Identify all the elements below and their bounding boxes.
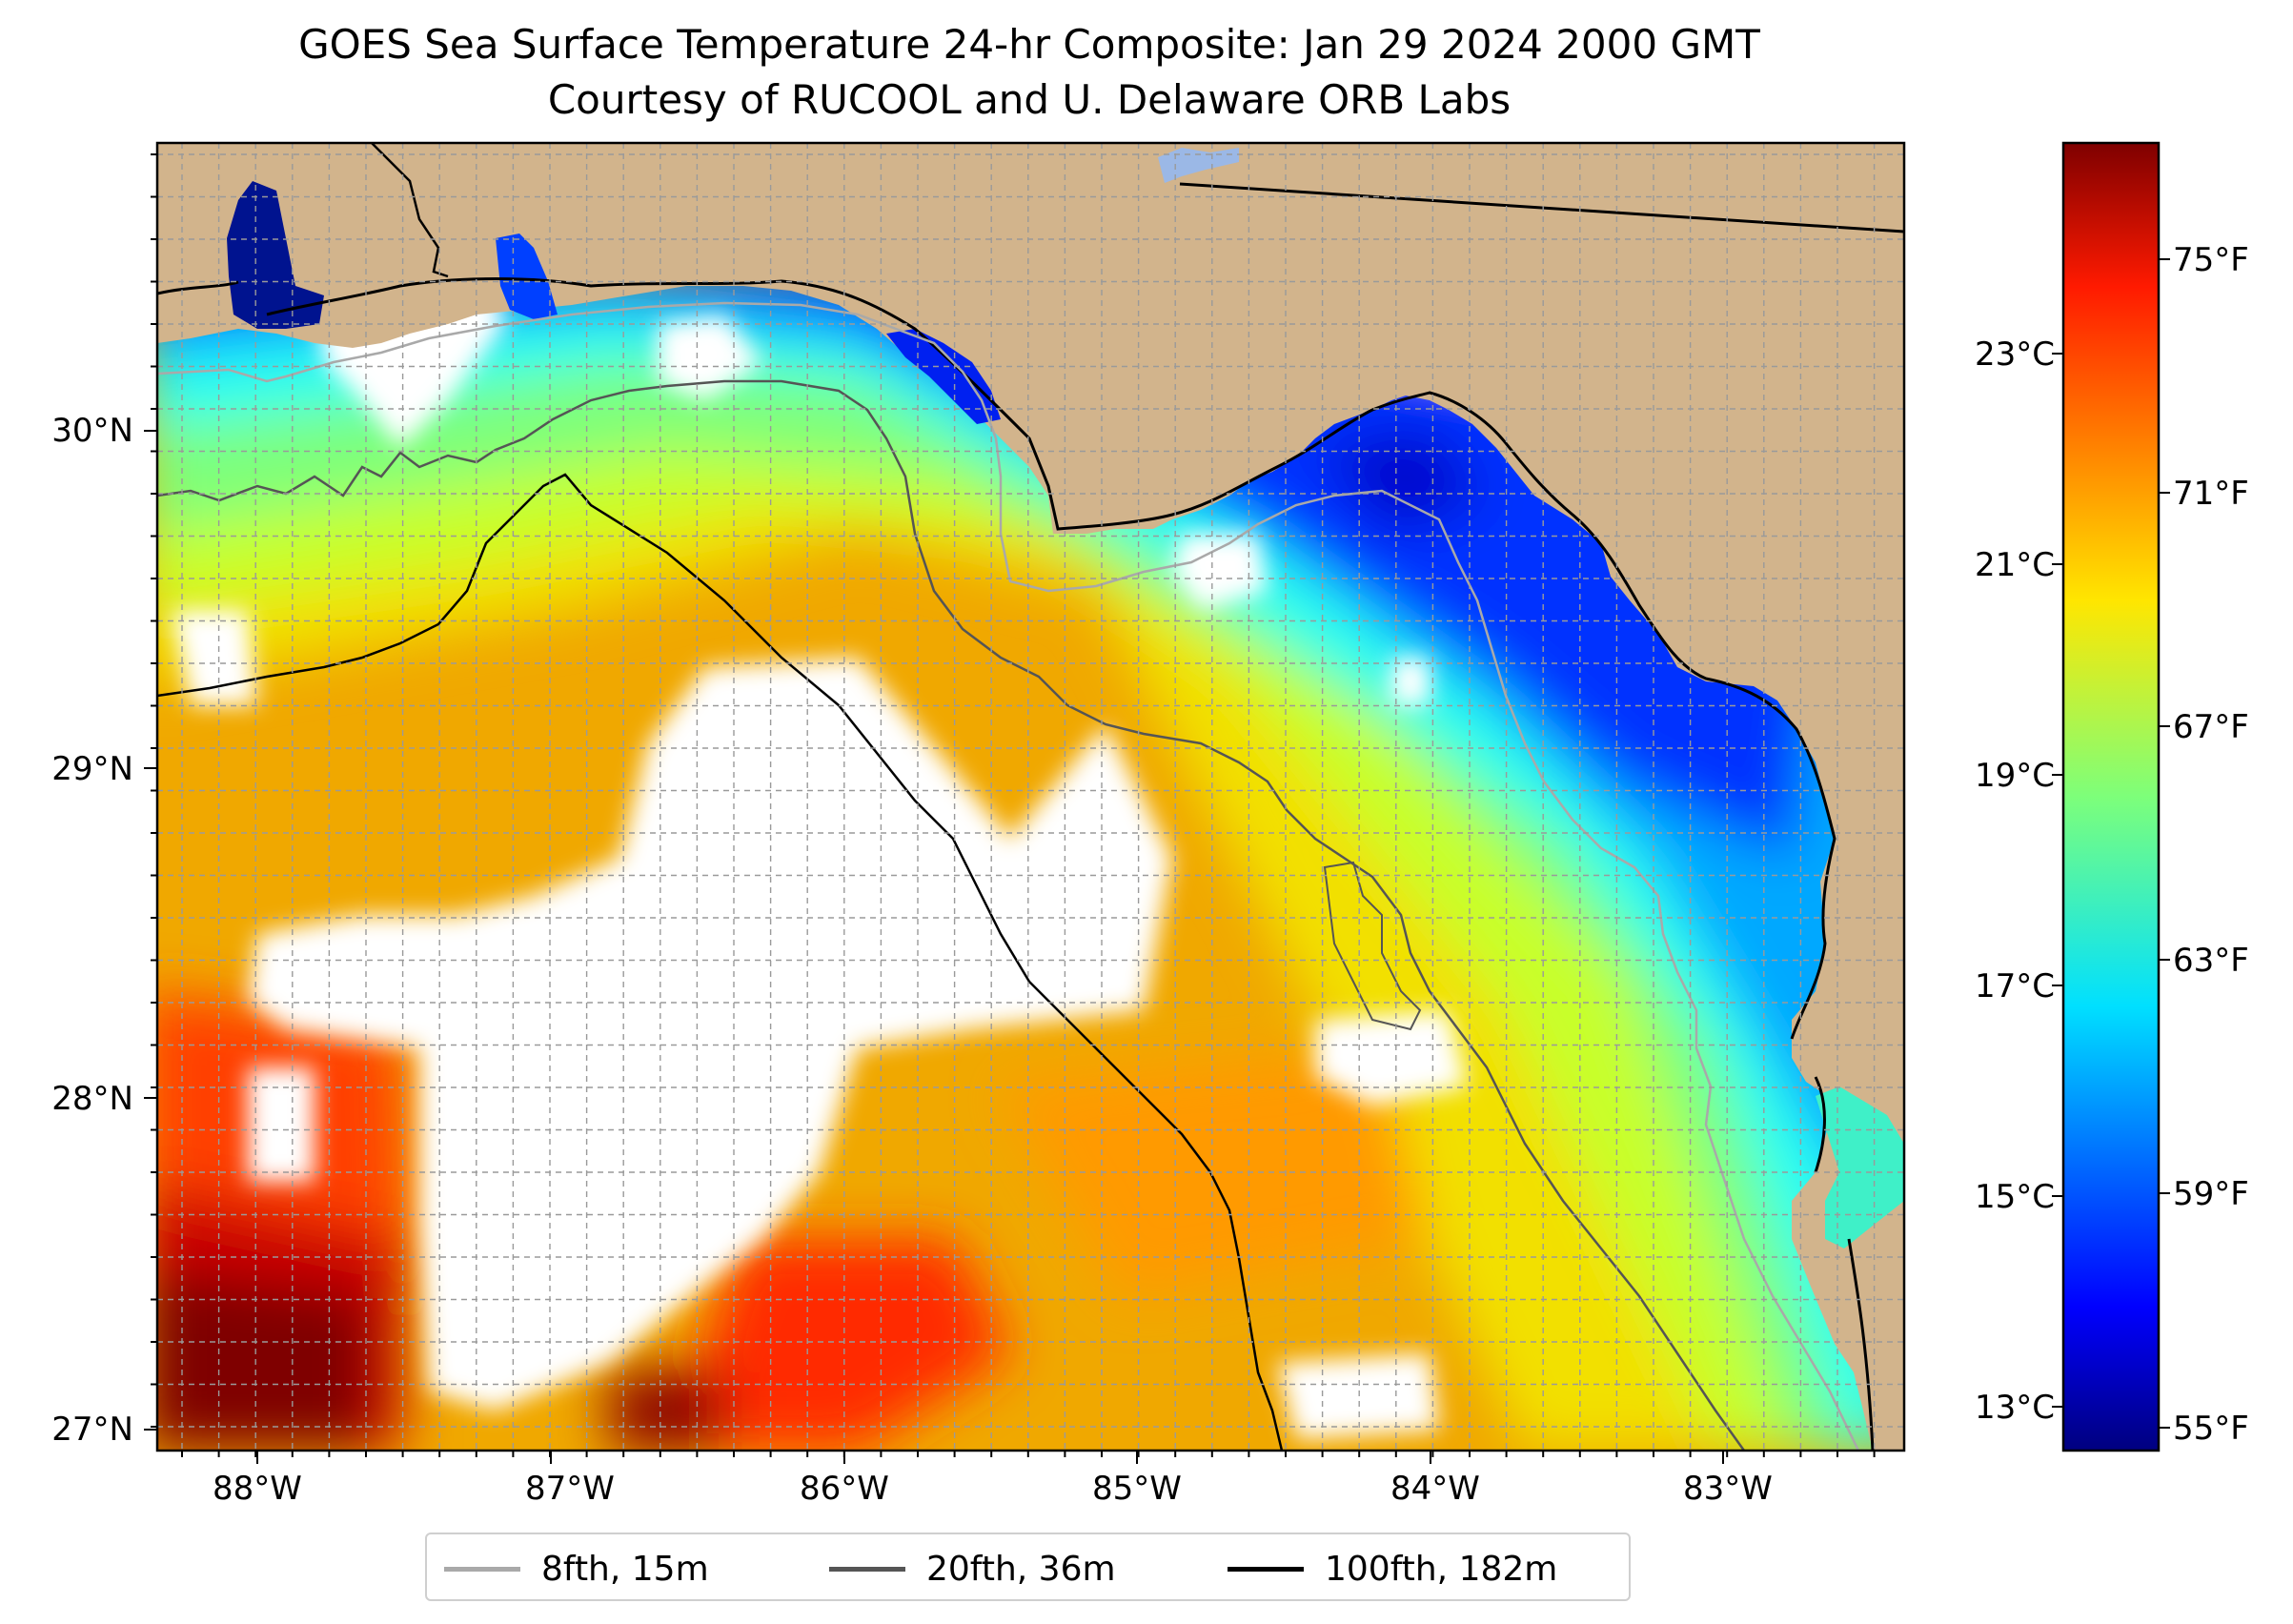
legend-item-100fth: 100fth, 182m	[1228, 1534, 1557, 1603]
legend-item-20fth: 20fth, 36m	[829, 1534, 1116, 1603]
land-mass	[157, 143, 1904, 1451]
lat-tick-label: 27°N	[51, 1411, 133, 1449]
colorbar-fahrenheit-label: 59°F	[2173, 1175, 2249, 1213]
map-frame	[155, 141, 1906, 1452]
choctawhatchee-bay	[886, 329, 1001, 424]
lon-tick-label: 83°W	[1683, 1470, 1773, 1508]
chart-title: GOES Sea Surface Temperature 24-hr Compo…	[298, 21, 1760, 68]
colorbar-ticks	[2052, 258, 2170, 1429]
lat-tick-label: 30°N	[51, 412, 133, 450]
tampa-bay	[1816, 1086, 1904, 1248]
map-area	[157, 143, 1904, 1451]
colorbar-celsius-label: 19°C	[1974, 757, 2055, 795]
colorbar-fahrenheit-label: 67°F	[2173, 708, 2249, 746]
colorbar-celsius-label: 15°C	[1974, 1178, 2055, 1216]
legend-label: 100fth, 182m	[1325, 1549, 1558, 1589]
legend-label: 8fth, 15m	[541, 1549, 709, 1589]
colorbar-celsius-label: 23°C	[1974, 335, 2055, 374]
isobath-20fth	[157, 379, 1746, 1451]
legend-label: 20fth, 36m	[926, 1549, 1116, 1589]
lon-tick-label: 88°W	[213, 1470, 302, 1508]
isobath-100fth	[157, 473, 1284, 1451]
legend-item-8fth: 8fth, 15m	[444, 1534, 709, 1603]
pensacola-bay	[496, 233, 558, 319]
lon-tick-label: 85°W	[1092, 1470, 1182, 1508]
isobath-20fth-island	[1323, 861, 1422, 1031]
legend-swatch-light-gray	[444, 1566, 520, 1572]
legend-swatch-dark-gray	[829, 1566, 905, 1572]
legend-swatch-black	[1228, 1566, 1304, 1572]
state-border-al-fl	[1179, 182, 1904, 233]
mobile-bay	[227, 181, 324, 329]
isobath-8fth	[157, 301, 1860, 1451]
map-gridlines	[157, 143, 1904, 1451]
colorbar-fahrenheit-label: 55°F	[2173, 1410, 2249, 1448]
lon-tick-label: 86°W	[800, 1470, 889, 1508]
colorbar-celsius-label: 21°C	[1974, 546, 2055, 584]
isobath-legend: 8fth, 15m 20fth, 36m 100fth, 182m	[425, 1533, 1631, 1601]
colorbar-fahrenheit-label: 63°F	[2173, 942, 2249, 980]
state-border-al-ms	[371, 143, 449, 278]
chart-subtitle: Courtesy of RUCOOL and U. Delaware ORB L…	[547, 76, 1512, 123]
colorbar-celsius-label: 13°C	[1974, 1389, 2055, 1427]
colorbar	[2061, 141, 2161, 1452]
lon-tick-label: 87°W	[525, 1470, 615, 1508]
lat-tick-label: 28°N	[51, 1080, 133, 1118]
map-axis-ticks	[144, 153, 1876, 1464]
colorbar-fahrenheit-label: 75°F	[2173, 241, 2249, 279]
colorbar-celsius-label: 17°C	[1974, 967, 2055, 1005]
colorbar-fahrenheit-label: 71°F	[2173, 475, 2249, 513]
lat-tick-label: 29°N	[51, 750, 133, 788]
inland-lake	[1158, 148, 1239, 183]
coastline	[157, 277, 1875, 1451]
lon-tick-label: 84°W	[1390, 1470, 1480, 1508]
